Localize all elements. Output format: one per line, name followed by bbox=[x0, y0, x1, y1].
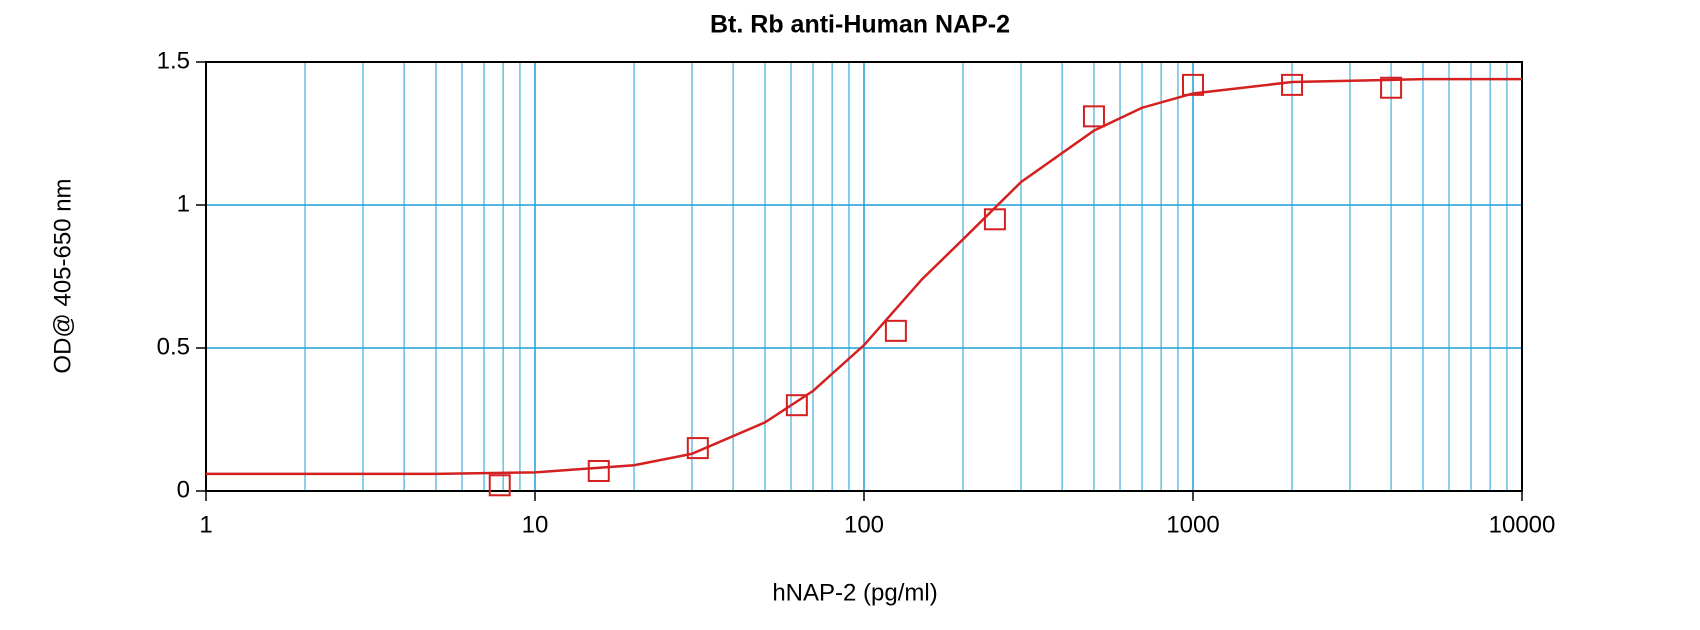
data-point bbox=[983, 208, 1006, 231]
data-point bbox=[785, 394, 808, 417]
x-axis-label: hNAP-2 (pg/ml) bbox=[772, 579, 937, 606]
y-tick-label: 1 bbox=[177, 190, 190, 217]
x-tick-label: 1 bbox=[199, 511, 212, 538]
fit-curve bbox=[206, 77, 1522, 476]
plot-frame bbox=[205, 61, 1523, 492]
data-point bbox=[1281, 73, 1304, 96]
data-point bbox=[587, 459, 610, 482]
data-point bbox=[1082, 105, 1105, 128]
y-axis-label: OD@ 405-650 nm bbox=[49, 178, 76, 373]
x-tick-label: 10 bbox=[522, 511, 549, 538]
x-tick-label: 1000 bbox=[1166, 511, 1219, 538]
y-tick-label: 0 bbox=[177, 476, 190, 503]
y-tick-label: 0.5 bbox=[157, 333, 190, 360]
x-tick-label: 100 bbox=[844, 511, 884, 538]
data-point bbox=[488, 474, 511, 497]
data-point bbox=[1182, 73, 1204, 96]
data-point bbox=[884, 319, 907, 342]
y-tick-label: 1.5 bbox=[157, 47, 190, 74]
data-point bbox=[1380, 76, 1403, 99]
x-tick-label: 10000 bbox=[1489, 511, 1556, 538]
chart-title: Bt. Rb anti-Human NAP-2 bbox=[710, 11, 1010, 39]
